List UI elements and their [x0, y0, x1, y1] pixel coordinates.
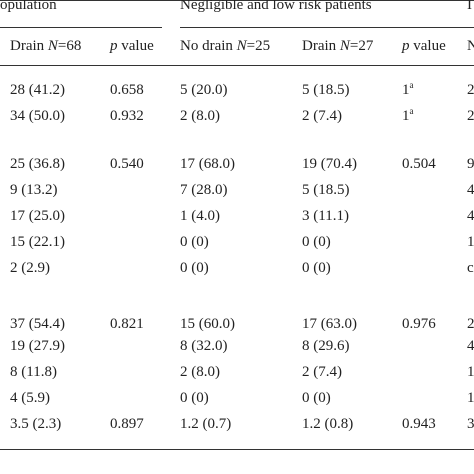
nodrain-low-cell: 0 (0) — [180, 260, 209, 276]
top-rule — [0, 0, 474, 1]
cut-cell: 2 — [467, 108, 474, 124]
cut-cell: 4 — [467, 208, 474, 224]
group-rule-right — [180, 27, 474, 28]
drain-overall-cell: 8 (11.8) — [10, 364, 57, 380]
drain-low-cell: 1.2 (0.8) — [302, 416, 354, 432]
nodrain-low-cell: 17 (68.0) — [180, 156, 235, 172]
drain-overall-cell: 15 (22.1) — [10, 234, 65, 250]
drain-overall-cell: 4 (5.9) — [10, 390, 50, 406]
drain-overall-cell: 2 (2.9) — [10, 260, 50, 276]
footnote-marker: a — [409, 106, 414, 116]
col-header-cut: N — [467, 38, 474, 54]
cut-cell: 1 — [467, 364, 474, 380]
drain-overall-cell: 28 (41.2) — [10, 82, 65, 98]
group-header-low-risk: Negligible and low risk patients — [180, 0, 372, 13]
nodrain-low-cell: 1.2 (0.7) — [180, 416, 232, 432]
drain-overall-cell: 19 (27.9) — [10, 338, 65, 354]
drain-overall-cell: 17 (25.0) — [10, 208, 65, 224]
drain-overall-cell: 34 (50.0) — [10, 108, 65, 124]
drain-overall-cell: 37 (54.4) — [10, 316, 65, 332]
drain-overall-cell: 3.5 (2.3) — [10, 416, 62, 432]
nodrain-low-cell: 2 (8.0) — [180, 108, 220, 124]
p-overall-cell: 0.821 — [110, 316, 144, 332]
p-low-cell: 0.504 — [402, 156, 436, 172]
drain-low-cell: 17 (63.0) — [302, 316, 357, 332]
nodrain-low-cell: 8 (32.0) — [180, 338, 228, 354]
nodrain-low-cell: 15 (60.0) — [180, 316, 235, 332]
p-overall-cell: 0.658 — [110, 82, 144, 98]
col-header-drain-low: Drain N=27 — [302, 38, 374, 54]
p-overall-cell: 0.540 — [110, 156, 144, 172]
drain-low-cell: 2 (7.4) — [302, 364, 342, 380]
col-header-p-low: p value — [402, 38, 446, 54]
cut-cell: 1 — [467, 234, 474, 250]
cut-cell: 4 — [467, 182, 474, 198]
p-low-cell: 1a — [402, 106, 414, 125]
cut-cell: 2 — [467, 82, 474, 98]
col-header-nodrain-low: No drain N=25 — [180, 38, 271, 54]
drain-low-cell: 2 (7.4) — [302, 108, 342, 124]
footnote-marker: a — [409, 80, 414, 90]
col-header-p-overall: p value — [110, 38, 154, 54]
bottom-rule — [0, 449, 474, 450]
cut-cell: c — [467, 260, 474, 276]
drain-overall-cell: 9 (13.2) — [10, 182, 58, 198]
group-header-overall: opulation — [0, 0, 57, 13]
cut-cell: 2 — [467, 316, 474, 332]
nodrain-low-cell: 2 (8.0) — [180, 364, 220, 380]
drain-overall-cell: 25 (36.8) — [10, 156, 65, 172]
p-low-cell: 0.976 — [402, 316, 436, 332]
group-header-cut: I — [467, 0, 472, 13]
drain-low-cell: 3 (11.1) — [302, 208, 349, 224]
drain-low-cell: 0 (0) — [302, 390, 331, 406]
drain-low-cell: 0 (0) — [302, 234, 331, 250]
col-header-drain-overall: Drain N=68 — [10, 38, 82, 54]
drain-low-cell: 5 (18.5) — [302, 82, 350, 98]
header-rule — [0, 65, 474, 66]
cut-cell: 9 — [467, 156, 474, 172]
drain-low-cell: 8 (29.6) — [302, 338, 350, 354]
p-low-cell: 0.943 — [402, 416, 436, 432]
cut-cell: 3 — [467, 416, 474, 432]
nodrain-low-cell: 7 (28.0) — [180, 182, 228, 198]
cut-cell: 1 — [467, 390, 474, 406]
nodrain-low-cell: 0 (0) — [180, 234, 209, 250]
p-low-cell: 1a — [402, 80, 414, 99]
cut-cell: 4 — [467, 338, 474, 354]
drain-low-cell: 0 (0) — [302, 260, 331, 276]
p-overall-cell: 0.897 — [110, 416, 144, 432]
nodrain-low-cell: 1 (4.0) — [180, 208, 220, 224]
p-overall-cell: 0.932 — [110, 108, 144, 124]
nodrain-low-cell: 0 (0) — [180, 390, 209, 406]
drain-low-cell: 19 (70.4) — [302, 156, 357, 172]
group-rule-left — [0, 27, 162, 28]
drain-low-cell: 5 (18.5) — [302, 182, 350, 198]
nodrain-low-cell: 5 (20.0) — [180, 82, 228, 98]
